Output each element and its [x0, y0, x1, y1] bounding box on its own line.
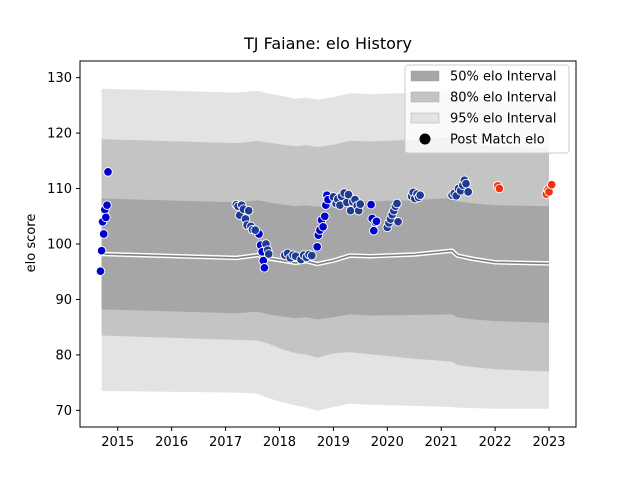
x-tick-label: 2018 [263, 435, 296, 450]
y-tick-label: 110 [47, 182, 72, 197]
elo-point [343, 189, 354, 200]
y-tick-label: 100 [47, 238, 72, 253]
legend-label: 80% elo Interval [450, 91, 557, 106]
elo-point [463, 187, 473, 197]
x-tick-label: 2019 [317, 435, 350, 450]
x-tick-label: 2015 [101, 435, 134, 450]
legend-swatch-band80 [410, 91, 440, 103]
elo-point [95, 266, 106, 276]
y-tick-label: 120 [47, 127, 72, 142]
elo-point [101, 212, 111, 223]
elo-point [103, 167, 113, 177]
x-tick-label: 2021 [425, 435, 458, 450]
legend-box [404, 64, 570, 154]
elo-point [371, 216, 382, 227]
x-tick-label: 2016 [155, 435, 188, 450]
x-tick-label: 2020 [371, 435, 404, 450]
elo-point [318, 222, 328, 232]
x-tick-label: 2022 [479, 435, 512, 450]
elo-point [250, 225, 260, 235]
elo-point [461, 178, 471, 189]
elo-point [393, 217, 403, 227]
x-tick-label: 2023 [532, 435, 565, 450]
elo-point [96, 245, 107, 256]
elo-point [369, 225, 379, 236]
elo-point [312, 242, 322, 252]
legend-marker-post-match-elo [419, 133, 431, 145]
elo-point [494, 183, 505, 194]
legend-swatch-band95 [410, 112, 440, 124]
legend-label: 95% elo Interval [450, 112, 557, 127]
elo-point [392, 198, 402, 209]
legend-label: Post Match elo [450, 133, 545, 148]
elo-point [546, 179, 557, 190]
axes: 2015 2016 2017 2018 2019 2020 2021 2022 2023 70 80… [47, 60, 577, 450]
legend-label: 50% elo Interval [450, 70, 557, 85]
elo-point [355, 199, 366, 209]
legend: 50% elo Interval 80% elo Interval 95% elo … [404, 64, 570, 154]
elo-point [307, 250, 317, 261]
elo-point [320, 211, 330, 222]
elo-point [366, 199, 376, 210]
elo-point [98, 229, 109, 239]
chart-title: TJ Faiane: elo History [243, 34, 412, 53]
legend-swatch-band50 [410, 70, 440, 82]
y-tick-label: 70 [55, 404, 72, 419]
elo-point [263, 249, 274, 259]
y-tick-label: 90 [55, 293, 72, 308]
elo-point [102, 200, 112, 210]
y-axis-title: elo score [24, 214, 39, 273]
x-tick-label: 2017 [209, 435, 242, 450]
elo-point [415, 190, 425, 200]
elo-point [243, 205, 254, 216]
y-tick-label: 130 [47, 71, 72, 86]
elo-point [259, 263, 270, 273]
y-tick-label: 80 [55, 348, 72, 363]
plot-area [95, 88, 557, 411]
